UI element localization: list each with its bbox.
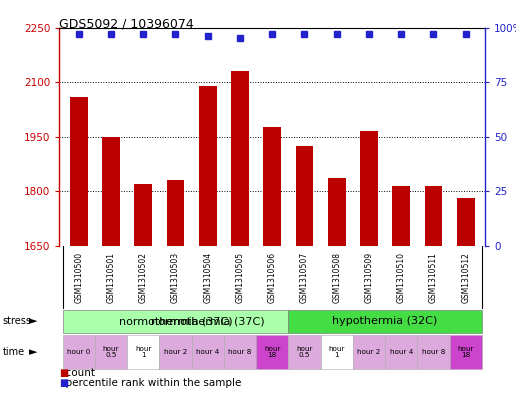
Text: GSM1310508: GSM1310508 [332,252,341,303]
Text: GSM1310501: GSM1310501 [106,252,116,303]
Bar [385,335,417,369]
Text: hour 4: hour 4 [390,349,413,355]
Bar [417,335,449,369]
Bar [457,198,475,246]
Text: GSM1310505: GSM1310505 [235,252,245,303]
Text: hour
0.5: hour 0.5 [296,346,313,358]
Bar [263,127,281,246]
Text: GSM1310510: GSM1310510 [397,252,406,303]
Text: count: count [59,368,95,378]
Text: hour
0.5: hour 0.5 [103,346,119,358]
Bar [256,335,288,369]
Text: hour 8: hour 8 [228,349,252,355]
Text: hour
1: hour 1 [329,346,345,358]
Bar [70,97,88,246]
Bar [102,136,120,246]
Text: hour 4: hour 4 [196,349,219,355]
Bar [159,335,191,369]
Bar [449,335,482,369]
Text: ■: ■ [59,378,69,388]
Bar [360,131,378,246]
Bar [288,310,482,333]
Text: GSM1310507: GSM1310507 [300,252,309,303]
Text: time: time [3,347,25,357]
Text: GSM1310503: GSM1310503 [171,252,180,303]
Text: GSM1310500: GSM1310500 [74,252,83,303]
Bar [62,335,95,369]
Text: GSM1310509: GSM1310509 [364,252,374,303]
Text: hour 8: hour 8 [422,349,445,355]
Text: GSM1310504: GSM1310504 [203,252,212,303]
Text: hour
1: hour 1 [135,346,151,358]
Text: GSM1310511: GSM1310511 [429,252,438,303]
Text: GSM1310512: GSM1310512 [461,252,470,303]
Text: hour
18: hour 18 [264,346,280,358]
Text: ■: ■ [59,368,69,378]
Text: hypothermia (32C): hypothermia (32C) [332,316,438,326]
Bar [353,335,385,369]
Bar [127,335,159,369]
Text: hour
18: hour 18 [458,346,474,358]
Bar [134,184,152,246]
Bar [231,71,249,246]
Text: percentile rank within the sample: percentile rank within the sample [59,378,241,388]
Text: ►: ► [29,316,38,326]
Text: GSM1310506: GSM1310506 [268,252,277,303]
Bar [296,146,313,246]
Bar [199,86,217,246]
Text: hour 0: hour 0 [67,349,90,355]
Bar [320,335,353,369]
Text: GSM1310502: GSM1310502 [139,252,148,303]
Bar [167,180,184,246]
Text: GDS5092 / 10396074: GDS5092 / 10396074 [59,18,194,31]
Bar [224,335,256,369]
Text: hour 2: hour 2 [357,349,381,355]
Text: normothermia (37C): normothermia (37C) [151,316,265,326]
Bar [95,335,127,369]
Text: ►: ► [29,347,38,357]
Text: normothermia (37C): normothermia (37C) [119,316,232,326]
Bar [425,185,442,246]
Bar [288,335,320,369]
Text: stress: stress [3,316,31,326]
Bar [191,335,224,369]
Bar [392,185,410,246]
Text: hour 2: hour 2 [164,349,187,355]
Bar [328,178,346,246]
Bar [62,310,288,333]
